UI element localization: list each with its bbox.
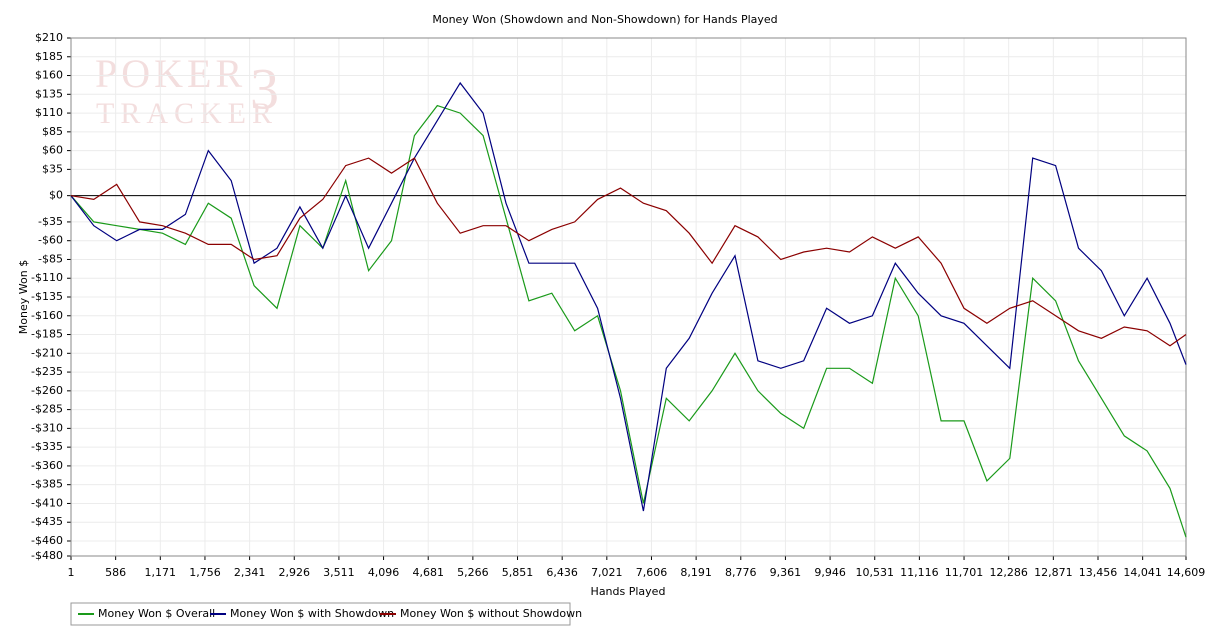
x-tick-label: 4,681	[412, 566, 444, 579]
y-tick-label: -$160	[31, 309, 63, 322]
y-tick-label: -$185	[31, 328, 63, 341]
x-tick-label: 13,456	[1079, 566, 1118, 579]
x-tick-label: 7,606	[636, 566, 668, 579]
y-tick-label: -$310	[31, 421, 63, 434]
y-tick-label: $60	[42, 144, 63, 157]
y-tick-label: -$460	[31, 534, 63, 547]
x-tick-label: 10,531	[855, 566, 894, 579]
y-tick-label: -$85	[38, 252, 63, 265]
y-tick-label: $160	[35, 69, 63, 82]
series-line	[70, 157, 1187, 347]
y-tick-label: -$235	[31, 365, 63, 378]
y-tick-label: -$360	[31, 459, 63, 472]
legend	[70, 602, 571, 626]
watermark: POKER	[95, 51, 246, 96]
x-tick-label: 11,116	[900, 566, 939, 579]
x-tick-label: 8,776	[725, 566, 757, 579]
legend-label: Money Won $ with Showdown	[230, 607, 394, 620]
y-tick-label: $85	[42, 125, 63, 138]
x-tick-label: 1,756	[189, 566, 221, 579]
y-tick-label: -$135	[31, 290, 63, 303]
x-tick-label: 5,851	[502, 566, 534, 579]
x-tick-label: 2,341	[234, 566, 266, 579]
y-tick-label: -$480	[31, 549, 63, 562]
x-tick-label: 9,946	[814, 566, 846, 579]
x-tick-label: 586	[105, 566, 126, 579]
x-tick-label: 12,871	[1034, 566, 1073, 579]
y-tick-label: $0	[49, 189, 63, 202]
y-tick-label: $185	[35, 50, 63, 63]
y-tick-label: $210	[35, 31, 63, 44]
y-tick-label: -$285	[31, 403, 63, 416]
y-tick-label: $135	[35, 87, 63, 100]
x-tick-label: 1,171	[145, 566, 177, 579]
x-tick-label: 12,286	[989, 566, 1028, 579]
y-tick-label: $35	[42, 162, 63, 175]
y-tick-label: -$260	[31, 384, 63, 397]
y-tick-label: -$335	[31, 440, 63, 453]
y-tick-label: -$385	[31, 478, 63, 491]
chart-title: Money Won (Showdown and Non-Showdown) fo…	[432, 13, 777, 26]
y-tick-label: -$60	[38, 234, 63, 247]
legend-label: Money Won $ without Showdown	[400, 607, 582, 620]
x-tick-label: 6,436	[546, 566, 578, 579]
y-tick-label: $110	[35, 106, 63, 119]
x-tick-label: 14,041	[1123, 566, 1162, 579]
x-tick-label: 11,701	[945, 566, 984, 579]
x-tick-label: 2,926	[279, 566, 311, 579]
watermark: 3	[250, 56, 279, 121]
series-line	[70, 104, 1187, 538]
plot-frame	[70, 37, 1187, 557]
x-tick-label: 5,266	[457, 566, 489, 579]
y-tick-label: -$210	[31, 346, 63, 359]
series-line	[70, 81, 1187, 512]
y-tick-label: -$35	[38, 215, 63, 228]
x-tick-label: 1	[68, 566, 75, 579]
x-tick-label: 14,609	[1167, 566, 1206, 579]
x-tick-label: 7,021	[591, 566, 623, 579]
y-tick-label: -$110	[31, 271, 63, 284]
x-tick-label: 4,096	[368, 566, 400, 579]
y-axis-label: Money Won $	[17, 260, 30, 334]
y-tick-label: -$410	[31, 496, 63, 509]
y-tick-label: -$435	[31, 515, 63, 528]
x-tick-label: 9,361	[770, 566, 802, 579]
x-tick-label: 8,191	[680, 566, 712, 579]
x-axis-label: Hands Played	[591, 585, 666, 598]
x-tick-label: 3,511	[323, 566, 355, 579]
legend-label: Money Won $ Overall	[98, 607, 215, 620]
